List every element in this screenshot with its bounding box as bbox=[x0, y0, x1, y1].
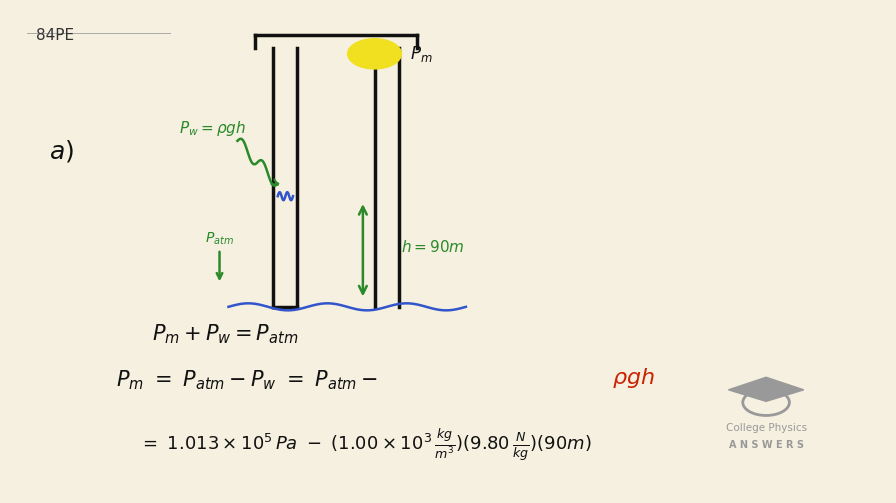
Text: $= \ 1.013 \times 10^5 \, Pa \ - \ (1.00 \times 10^3 \, \frac{kg}{m^3})(9.80 \, : $= \ 1.013 \times 10^5 \, Pa \ - \ (1.00… bbox=[139, 428, 591, 463]
Text: 84PE: 84PE bbox=[36, 28, 74, 43]
Text: College Physics: College Physics bbox=[726, 423, 806, 433]
Text: $P_m + P_w = P_{atm}$: $P_m + P_w = P_{atm}$ bbox=[152, 323, 298, 346]
Text: $P_w = \rho g h$: $P_w = \rho g h$ bbox=[179, 119, 246, 138]
Polygon shape bbox=[728, 377, 804, 401]
Text: $\rho g h$: $\rho g h$ bbox=[612, 366, 655, 390]
Text: A N S W E R S: A N S W E R S bbox=[728, 440, 804, 450]
Text: $P_m \ = \ P_{atm} - P_w \ = \ P_{atm} -$: $P_m \ = \ P_{atm} - P_w \ = \ P_{atm} -… bbox=[116, 368, 378, 391]
Circle shape bbox=[348, 39, 401, 69]
Text: $P_m$: $P_m$ bbox=[410, 44, 433, 64]
Text: $h = 90m$: $h = 90m$ bbox=[401, 239, 465, 256]
Text: $a)$: $a)$ bbox=[49, 138, 74, 164]
Text: $P_{atm}$: $P_{atm}$ bbox=[205, 231, 234, 247]
